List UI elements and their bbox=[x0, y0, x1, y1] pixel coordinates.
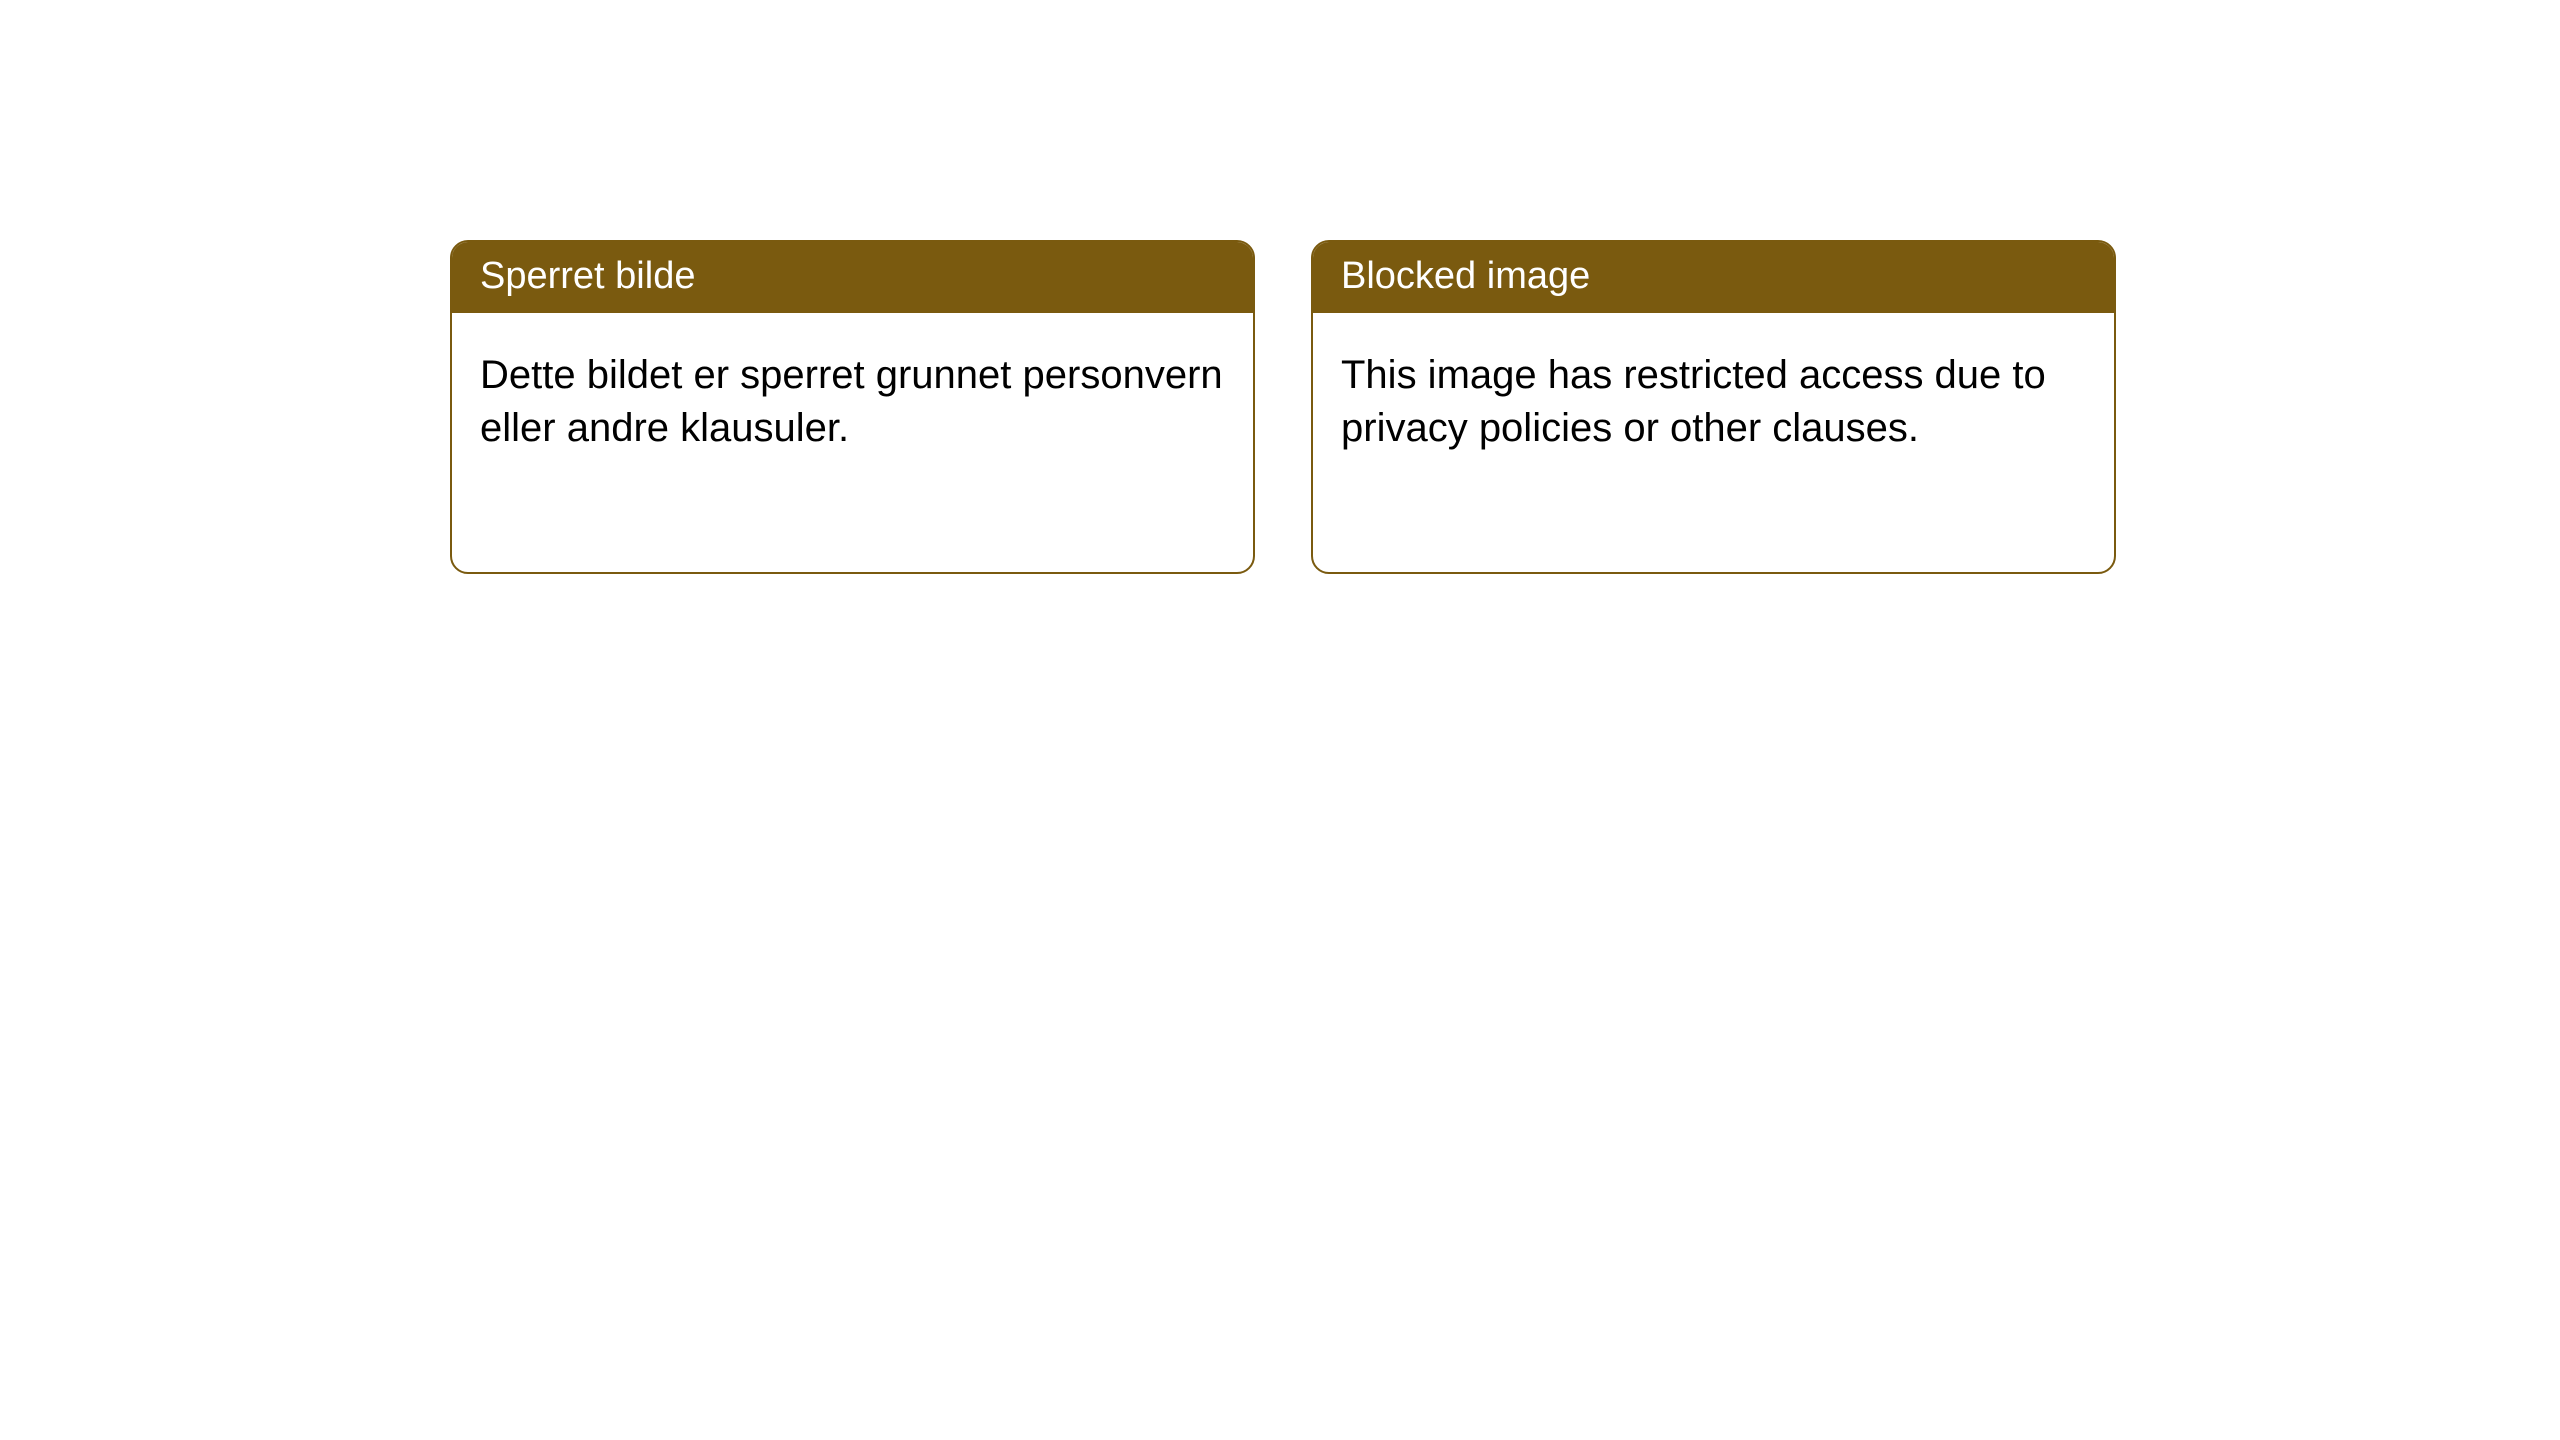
notice-title-english: Blocked image bbox=[1313, 242, 2114, 313]
notice-body-english: This image has restricted access due to … bbox=[1313, 313, 2114, 483]
notice-card-english: Blocked image This image has restricted … bbox=[1311, 240, 2116, 574]
notice-body-norwegian: Dette bildet er sperret grunnet personve… bbox=[452, 313, 1253, 483]
notice-card-norwegian: Sperret bilde Dette bildet er sperret gr… bbox=[450, 240, 1255, 574]
notice-title-norwegian: Sperret bilde bbox=[452, 242, 1253, 313]
notice-container: Sperret bilde Dette bildet er sperret gr… bbox=[0, 0, 2560, 574]
